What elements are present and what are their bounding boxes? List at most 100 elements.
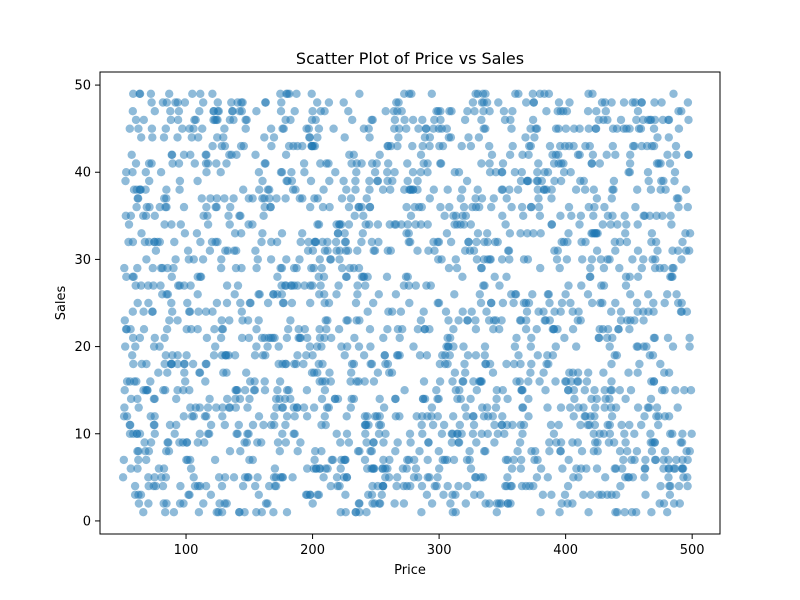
scatter-point bbox=[621, 473, 630, 482]
scatter-point bbox=[386, 246, 395, 255]
scatter-point bbox=[341, 237, 350, 247]
scatter-point bbox=[451, 255, 460, 264]
scatter-point bbox=[128, 168, 137, 177]
scatter-point bbox=[125, 124, 134, 133]
scatter-point bbox=[615, 263, 624, 273]
scatter-point bbox=[261, 159, 270, 168]
scatter-point bbox=[484, 316, 494, 325]
scatter-point bbox=[633, 220, 642, 229]
scatter-point bbox=[608, 333, 617, 343]
scatter-point bbox=[322, 325, 331, 334]
scatter-point bbox=[274, 342, 283, 351]
scatter-point bbox=[184, 490, 193, 499]
scatter-point bbox=[302, 412, 312, 421]
scatter-point bbox=[182, 351, 191, 360]
scatter-point bbox=[210, 325, 219, 334]
scatter-point bbox=[559, 168, 569, 177]
scatter-point bbox=[438, 455, 447, 465]
scatter-point bbox=[606, 386, 615, 395]
scatter-point bbox=[233, 281, 243, 290]
scatter-point bbox=[441, 307, 451, 316]
scatter-point bbox=[340, 351, 349, 360]
scatter-point bbox=[186, 464, 196, 473]
scatter-point bbox=[167, 272, 176, 281]
scatter-point bbox=[413, 325, 423, 334]
scatter-point bbox=[147, 98, 156, 107]
scatter-point bbox=[611, 298, 620, 308]
scatter-point bbox=[131, 342, 140, 351]
scatter-point bbox=[472, 237, 481, 247]
scatter-point bbox=[583, 107, 593, 116]
y-tick-label: 10 bbox=[74, 427, 91, 442]
scatter-point bbox=[425, 141, 434, 151]
scatter-point bbox=[620, 508, 629, 517]
scatter-point bbox=[438, 351, 447, 360]
scatter-point bbox=[633, 246, 643, 255]
scatter-point bbox=[406, 481, 415, 491]
scatter-point bbox=[449, 455, 459, 465]
scatter-point bbox=[217, 255, 226, 264]
scatter-point bbox=[120, 403, 129, 412]
scatter-point bbox=[139, 508, 148, 517]
scatter-point bbox=[314, 490, 324, 499]
scatter-point bbox=[317, 394, 327, 404]
scatter-point bbox=[633, 107, 643, 116]
scatter-point bbox=[567, 377, 576, 386]
scatter-point bbox=[528, 89, 537, 99]
scatter-point bbox=[217, 351, 227, 360]
scatter-point bbox=[670, 176, 679, 186]
scatter-point bbox=[190, 115, 199, 125]
scatter-point bbox=[558, 464, 567, 473]
scatter-point bbox=[342, 185, 351, 194]
scatter-point bbox=[554, 159, 563, 168]
scatter-point bbox=[498, 185, 507, 194]
scatter-point bbox=[208, 141, 217, 151]
scatter-point bbox=[314, 272, 323, 281]
scatter-point bbox=[543, 403, 552, 412]
scatter-point bbox=[368, 481, 377, 491]
scatter-point bbox=[444, 316, 453, 325]
scatter-point bbox=[186, 281, 195, 290]
scatter-point bbox=[485, 159, 494, 168]
scatter-point bbox=[621, 438, 630, 447]
scatter-point bbox=[336, 464, 345, 473]
scatter-point bbox=[652, 159, 662, 168]
scatter-point bbox=[657, 98, 666, 107]
scatter-point bbox=[218, 403, 227, 412]
scatter-point bbox=[445, 351, 454, 360]
scatter-point bbox=[254, 168, 264, 177]
scatter-point bbox=[352, 316, 361, 325]
scatter-point bbox=[384, 141, 393, 151]
scatter-point bbox=[415, 351, 425, 360]
scatter-point bbox=[485, 168, 495, 177]
scatter-point bbox=[637, 141, 646, 151]
scatter-point bbox=[501, 220, 510, 229]
scatter-point bbox=[511, 89, 520, 99]
scatter-point bbox=[504, 246, 513, 255]
scatter-point bbox=[165, 89, 174, 99]
scatter-point bbox=[572, 342, 581, 351]
scatter-point bbox=[510, 342, 520, 351]
scatter-point bbox=[191, 403, 200, 412]
scatter-point bbox=[411, 281, 420, 290]
scatter-point bbox=[275, 447, 284, 456]
scatter-point bbox=[403, 272, 412, 281]
scatter-point bbox=[618, 464, 627, 473]
scatter-point bbox=[259, 211, 268, 220]
scatter-point bbox=[217, 316, 226, 325]
scatter-point bbox=[386, 185, 395, 194]
scatter-point bbox=[237, 263, 246, 273]
scatter-point bbox=[326, 481, 335, 491]
scatter-point bbox=[258, 351, 268, 360]
scatter-point bbox=[206, 490, 216, 499]
x-tick-label: 100 bbox=[174, 543, 199, 558]
scatter-point bbox=[665, 159, 675, 168]
scatter-point bbox=[637, 263, 646, 273]
scatter-point bbox=[365, 133, 374, 142]
scatter-point bbox=[277, 229, 287, 238]
scatter-point bbox=[600, 386, 609, 395]
scatter-point bbox=[344, 107, 353, 116]
scatter-point bbox=[492, 386, 501, 395]
scatter-point bbox=[373, 220, 383, 229]
scatter-point bbox=[298, 141, 307, 151]
